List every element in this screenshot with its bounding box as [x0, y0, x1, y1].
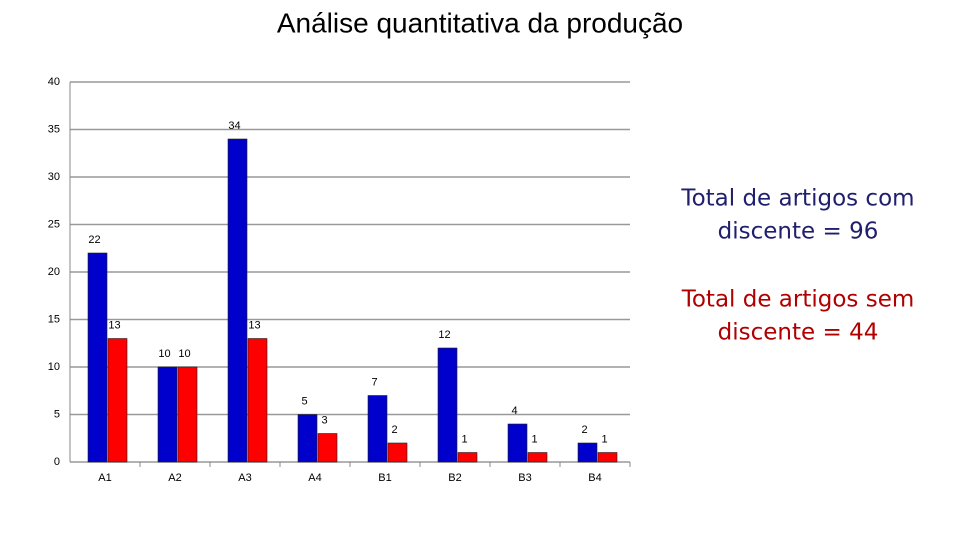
bar: [457, 452, 478, 463]
value-label: 2: [581, 424, 587, 436]
annotation: Total de artigos com: [680, 186, 914, 212]
y-tick-label: 25: [48, 218, 60, 230]
x-tick-label: B1: [378, 472, 391, 484]
y-tick-label: 5: [54, 408, 60, 420]
x-tick-label: A1: [98, 472, 111, 484]
x-tick-label: A4: [308, 472, 321, 484]
annotation: discente = 96: [718, 219, 879, 245]
value-label: 5: [301, 395, 307, 407]
bar: [387, 442, 408, 463]
value-label: 2: [391, 424, 397, 436]
bar: [157, 366, 178, 463]
y-tick-label: 30: [48, 171, 60, 183]
bar: [367, 395, 388, 463]
value-label: 3: [321, 414, 327, 426]
bar: [87, 252, 108, 463]
y-tick-label: 35: [48, 123, 60, 135]
value-label: 7: [371, 376, 377, 388]
value-label: 1: [461, 433, 467, 445]
bar: [437, 347, 458, 463]
bar: [507, 423, 528, 463]
bar: [317, 433, 338, 463]
bar: [527, 452, 548, 463]
value-label: 4: [511, 405, 517, 417]
y-tick-label: 0: [54, 456, 60, 468]
value-label: 1: [531, 433, 537, 445]
bar: [107, 338, 128, 463]
y-tick-label: 40: [48, 76, 60, 88]
chart-title: Análise quantitativa da produção: [277, 7, 683, 38]
bar: [597, 452, 618, 463]
x-tick-label: A3: [238, 472, 251, 484]
x-tick-label: B3: [518, 472, 531, 484]
value-label: 22: [88, 234, 100, 246]
bar: [247, 338, 268, 463]
value-label: 12: [438, 329, 450, 341]
value-label: 13: [108, 319, 120, 331]
bar: [297, 414, 318, 463]
value-label: 1: [601, 433, 607, 445]
value-label: 34: [228, 120, 240, 132]
bar: [227, 138, 248, 463]
x-tick-label: B4: [588, 472, 601, 484]
y-tick-label: 10: [48, 361, 60, 373]
annotation: discente = 44: [718, 320, 879, 346]
value-label: 13: [248, 319, 260, 331]
x-tick-label: A2: [168, 472, 181, 484]
x-tick-label: B2: [448, 472, 461, 484]
y-tick-label: 15: [48, 313, 60, 325]
y-tick-label: 20: [48, 266, 60, 278]
bar: [177, 366, 198, 463]
value-label: 10: [158, 348, 170, 360]
value-label: 10: [178, 348, 190, 360]
bar: [577, 442, 598, 463]
annotation: Total de artigos sem: [681, 287, 915, 313]
